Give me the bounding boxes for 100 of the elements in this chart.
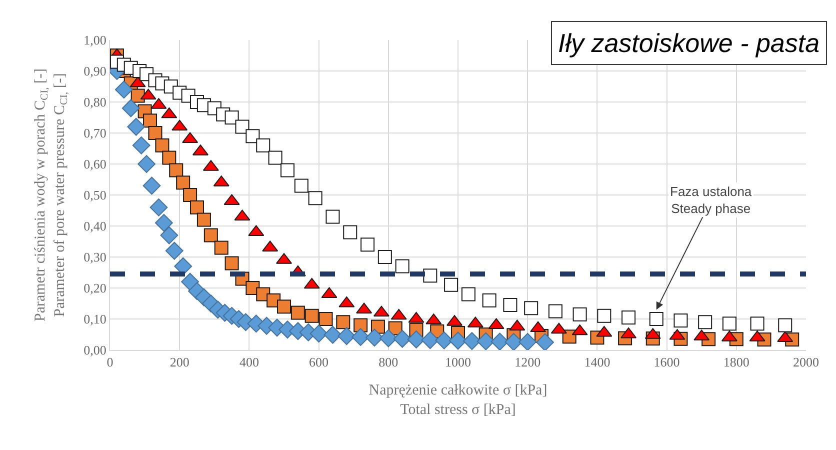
y-tick-label: 0,40 <box>84 218 106 234</box>
y-tick-label: 0,20 <box>84 280 106 296</box>
point <box>224 256 239 270</box>
point <box>490 332 509 350</box>
point <box>154 214 173 232</box>
point <box>196 212 211 227</box>
chart-title: Iły zastoiskowe - pasta <box>558 28 820 58</box>
y-tick-label: 0,80 <box>84 94 106 110</box>
point <box>622 310 636 324</box>
point <box>421 331 440 350</box>
point <box>536 333 554 350</box>
point <box>160 226 178 244</box>
point <box>366 328 384 347</box>
point <box>326 210 340 224</box>
point <box>476 332 495 350</box>
y-tick-label: 1,00 <box>84 32 106 48</box>
point <box>214 240 228 255</box>
point <box>395 259 410 274</box>
x-axis-title: Naprężenie całkowite σ [kPa] Total stress σ [kPa] <box>368 382 548 418</box>
point <box>482 293 496 308</box>
point <box>597 308 612 323</box>
point <box>504 332 523 350</box>
point <box>393 330 412 348</box>
point <box>246 129 260 144</box>
x-tick-label: 600 <box>309 354 329 370</box>
point <box>572 307 587 322</box>
point <box>352 328 370 346</box>
point <box>122 99 140 118</box>
point <box>336 315 350 330</box>
annotation: Faza ustalona Steady phase <box>670 184 752 216</box>
point <box>318 312 333 326</box>
point <box>423 268 438 283</box>
point <box>750 316 764 331</box>
x-tick-label: 0 <box>106 354 114 370</box>
point <box>114 80 133 99</box>
point <box>268 150 282 165</box>
y-tick-label: 0,70 <box>84 126 106 141</box>
point <box>162 150 176 165</box>
point <box>524 301 538 316</box>
x-tick-label: 800 <box>378 354 398 370</box>
y-tick-label: 0,10 <box>84 312 106 327</box>
point <box>698 315 712 330</box>
point <box>338 327 356 345</box>
point <box>444 278 458 292</box>
point <box>176 176 190 190</box>
point <box>449 332 467 350</box>
point <box>722 316 736 331</box>
point <box>150 198 168 216</box>
point <box>174 257 192 276</box>
point <box>235 120 250 134</box>
point <box>155 138 170 152</box>
point <box>190 200 204 214</box>
y-tick-label: 0,60 <box>84 156 106 172</box>
y-tick-label: 0,50 <box>84 188 106 203</box>
point <box>308 191 322 206</box>
x-tick-label: 400 <box>239 354 259 370</box>
point <box>462 332 481 350</box>
point <box>290 306 305 320</box>
point <box>204 228 218 242</box>
point <box>127 118 146 136</box>
x-tick-label: 200 <box>170 354 190 370</box>
point <box>343 225 358 240</box>
point <box>503 298 518 312</box>
point <box>378 250 392 264</box>
point <box>142 176 161 195</box>
point <box>324 326 342 344</box>
point <box>183 188 198 202</box>
point <box>354 318 368 332</box>
point <box>518 332 537 350</box>
y-tick-label: 0,00 <box>84 342 106 358</box>
point <box>256 138 270 152</box>
x-tick-label: 1400 <box>584 354 610 370</box>
point <box>407 330 426 348</box>
x-tick-label: 1800 <box>723 354 750 370</box>
point <box>778 318 792 332</box>
x-tick-label: 1200 <box>514 354 541 370</box>
point <box>132 136 150 154</box>
point <box>310 324 328 343</box>
point <box>379 329 398 348</box>
point <box>304 308 319 323</box>
point <box>649 312 664 326</box>
point <box>548 304 562 318</box>
point <box>435 331 454 350</box>
point <box>674 314 688 328</box>
point <box>294 178 308 193</box>
y-tick-label: 0,90 <box>84 64 106 79</box>
point <box>461 287 476 302</box>
point <box>148 126 162 140</box>
point <box>165 242 184 260</box>
point <box>224 110 239 124</box>
x-tick-label: 2000 <box>793 354 819 370</box>
point <box>277 300 291 314</box>
point <box>169 163 184 178</box>
point <box>143 114 158 128</box>
point <box>138 155 156 173</box>
point <box>360 238 375 252</box>
x-tick-label: 1000 <box>445 354 471 370</box>
y-tick-label: 0,30 <box>84 250 106 265</box>
point <box>280 163 294 178</box>
x-tick-label: 1600 <box>654 354 680 370</box>
